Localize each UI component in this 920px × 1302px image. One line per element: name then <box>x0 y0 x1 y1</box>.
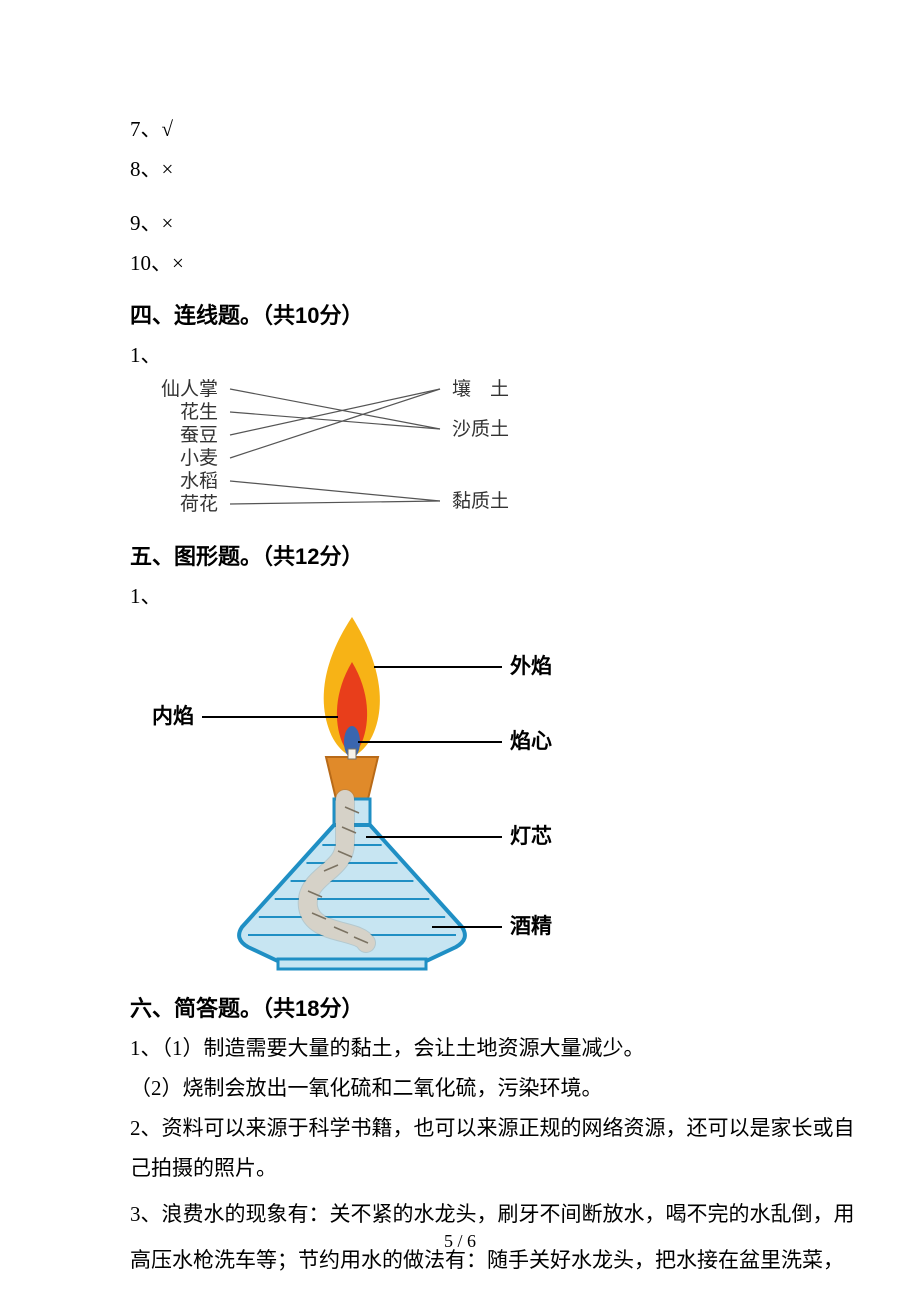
section6-line: 1、（1）制造需要大量的黏土，会让土地资源大量减少。 <box>130 1029 790 1069</box>
label-alcohol: 酒精 <box>510 914 552 938</box>
section4-title: 四、连线题。（共10分） <box>130 298 790 330</box>
matching-right-label: 壤 土 <box>452 378 509 400</box>
label-outer-flame: 外焰 <box>510 654 552 678</box>
lamp-svg: 外焰内焰焰心灯芯酒精 <box>132 607 602 977</box>
answer-num: 8、 <box>130 157 162 181</box>
matching-edge <box>230 412 440 429</box>
matching-left-label: 荷花 <box>180 493 218 515</box>
page: 7、√ 8、× 9、× 10、× 四、连线题。（共10分） 1、 仙人掌花生蚕豆… <box>0 0 920 1302</box>
matching-diagram: 仙人掌花生蚕豆小麦水稻荷花 壤 土沙质土黏质土 <box>132 375 790 525</box>
answer-mark: × <box>172 251 184 275</box>
answer-num: 7、 <box>130 117 162 141</box>
matching-edge <box>230 501 440 504</box>
answer-mark: × <box>162 157 174 181</box>
label-wick: 灯芯 <box>510 825 552 848</box>
answer-mark: × <box>162 211 174 235</box>
matching-left-label: 水稻 <box>180 470 218 492</box>
answer-num: 10、 <box>130 251 172 275</box>
answer-row: 9、× <box>130 204 790 244</box>
matching-right-label: 沙质土 <box>452 418 509 440</box>
page-footer: 5 / 6 <box>0 1231 920 1252</box>
matching-edge <box>230 481 440 501</box>
matching-right-label: 黏质土 <box>452 490 509 512</box>
matching-edge <box>230 389 440 435</box>
section5-title: 五、图形题。（共12分） <box>130 539 790 571</box>
wick-tip <box>348 749 356 759</box>
section6-title: 六、简答题。（共18分） <box>130 991 790 1023</box>
section4-q1: 1、 <box>130 336 790 376</box>
section6-line: （2）烧制会放出一氧化硫和二氧化硫，污染环境。 <box>130 1069 790 1109</box>
answer-num: 9、 <box>130 211 162 235</box>
answer-row: 10、× <box>130 244 790 284</box>
matching-left-label: 花生 <box>180 401 218 423</box>
answer-row: 7、√ <box>130 110 790 150</box>
matching-left-label: 小麦 <box>180 447 218 469</box>
matching-left-label: 蚕豆 <box>180 425 218 446</box>
matching-left-label: 仙人掌 <box>161 378 218 400</box>
label-inner-flame: 内焰 <box>152 704 194 728</box>
answer-row: 8、× <box>130 150 790 190</box>
answer-mark: √ <box>162 117 174 141</box>
section6-line: 2、资料可以来源于科学书籍，也可以来源正规的网络资源，还可以是家长或自 <box>130 1109 790 1149</box>
matching-svg: 仙人掌花生蚕豆小麦水稻荷花 壤 土沙质土黏质土 <box>132 375 552 525</box>
label-flame-core: 焰心 <box>510 729 552 753</box>
lamp-base <box>278 959 426 969</box>
section6-line: 3、浪费水的现象有：关不紧的水龙头，刷牙不间断放水，喝不完的水乱倒，用 <box>130 1195 790 1235</box>
section6-line: 己拍摄的照片。 <box>130 1149 790 1189</box>
alcohol-lamp-diagram: 外焰内焰焰心灯芯酒精 <box>132 607 790 977</box>
